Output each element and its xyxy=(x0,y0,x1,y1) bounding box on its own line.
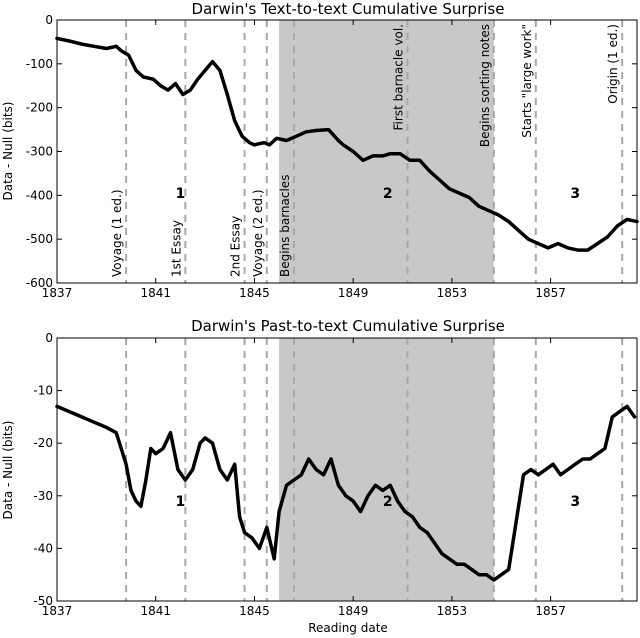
top-y-tick-label-2: -400 xyxy=(26,188,53,202)
bottom-plot-area: 1837 1841 1845 1849 1853 1857 -50 -40 -30 -20 -10 0… xyxy=(33,331,638,618)
top-x-tick-label-0: 1837 xyxy=(42,286,73,300)
bottom-period-label-2: 3 xyxy=(570,494,580,510)
bottom-y-tick-label-1: -40 xyxy=(33,541,53,555)
top-x-tick-label-2: 1845 xyxy=(239,286,270,300)
top-y-tick-label-6: 0 xyxy=(45,13,53,27)
bottom-x-tick-label-3: 1849 xyxy=(338,604,369,618)
bottom-panel: Darwin's Past-to-text Cumulative Surpris… xyxy=(1,317,638,635)
bottom-y-tick-label-0: -50 xyxy=(33,594,53,608)
top-x-tick-label-3: 1849 xyxy=(338,286,369,300)
top-event-label-7: Starts "large work" xyxy=(520,24,534,138)
bottom-plot-frame xyxy=(56,337,638,602)
bottom-x-tick-label-4: 1853 xyxy=(437,604,468,618)
bottom-y-tick-label-5: 0 xyxy=(45,331,53,345)
top-plot-area: 1837 1841 1845 1849 1853 1857 -600 -500 -400 -300… xyxy=(26,13,639,300)
top-period-label-0: 1 xyxy=(176,186,186,202)
top-x-tick-label-4: 1853 xyxy=(437,286,468,300)
top-y-tick-label-5: -100 xyxy=(26,57,53,71)
bottom-y-tick-label-4: -10 xyxy=(33,384,53,398)
bottom-y-axis-label: Data - Null (bits) xyxy=(1,421,15,520)
bottom-shaded-period xyxy=(279,338,494,601)
top-period-label-1: 2 xyxy=(383,186,393,202)
top-y-tick-label-1: -500 xyxy=(26,232,53,246)
bottom-x-tick-label-2: 1845 xyxy=(239,604,270,618)
bottom-x-tick-label-1: 1841 xyxy=(140,604,171,618)
top-y-tick-label-0: -600 xyxy=(26,276,53,290)
top-x-tick-label-1: 1841 xyxy=(140,286,171,300)
top-panel: Darwin's Text-to-text Cumulative Surpris… xyxy=(1,0,639,300)
bottom-x-tick-label-0: 1837 xyxy=(42,604,73,618)
bottom-period-label-0: 1 xyxy=(176,494,186,510)
top-y-axis-label: Data - Null (bits) xyxy=(1,102,15,201)
top-y-tick-label-4: -200 xyxy=(26,101,53,115)
top-period-label-2: 3 xyxy=(570,186,580,202)
bottom-y-tick-label-2: -30 xyxy=(33,489,53,503)
top-shaded-period xyxy=(279,20,494,283)
top-event-label-0: Voyage (1 ed.) xyxy=(110,189,124,277)
bottom-period-label-1: 2 xyxy=(383,494,393,510)
bottom-x-tick-label-5: 1857 xyxy=(535,604,566,618)
top-event-label-6: Begins sorting notes xyxy=(478,24,492,147)
bottom-y-tick-label-3: -20 xyxy=(33,436,53,450)
top-event-label-1: 1st Essay xyxy=(169,220,183,277)
bottom-chart-title: Darwin's Past-to-text Cumulative Surpris… xyxy=(191,317,505,335)
top-event-label-3: Voyage (2 ed.) xyxy=(251,189,265,277)
top-chart-title: Darwin's Text-to-text Cumulative Surpris… xyxy=(192,0,505,18)
top-event-label-8: Origin (1 ed.) xyxy=(606,24,620,104)
bottom-series-line xyxy=(55,404,637,582)
bottom-x-axis-label: Reading date xyxy=(308,621,388,635)
top-event-label-4: Begins barnacles xyxy=(278,175,292,277)
top-y-tick-label-3: -300 xyxy=(26,145,53,159)
top-event-label-5: First barnacle vol. xyxy=(391,24,405,130)
top-x-tick-label-5: 1857 xyxy=(535,286,566,300)
top-series-line xyxy=(55,36,639,252)
top-event-label-2: 2nd Essay xyxy=(229,216,243,277)
